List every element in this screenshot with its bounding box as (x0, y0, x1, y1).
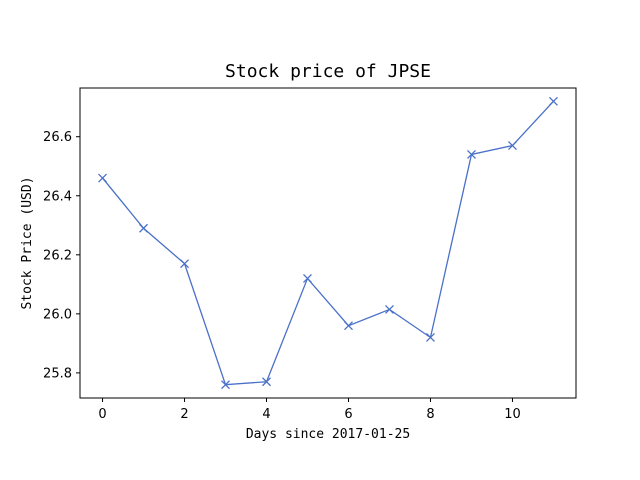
chart-title: Stock price of JPSE (225, 61, 431, 82)
x-tick-label: 6 (344, 407, 352, 422)
data-point-marker (467, 149, 476, 159)
x-tick-label: 10 (504, 407, 521, 422)
y-tick-label: 26.4 (43, 189, 72, 204)
x-tick-label: 2 (180, 407, 188, 422)
y-axis-label: Stock Price (USD) (20, 176, 35, 309)
y-tick-label: 25.8 (43, 366, 72, 381)
x-tick-label: 0 (98, 407, 106, 422)
data-point-marker (508, 141, 517, 151)
x-axis-label: Days since 2017-01-25 (246, 427, 410, 442)
data-point-marker (139, 223, 148, 233)
x-tick-label: 4 (262, 407, 270, 422)
data-point-marker (385, 304, 394, 314)
data-point-marker (426, 333, 435, 342)
data-point-marker (221, 380, 230, 390)
data-point-marker (303, 273, 312, 283)
data-point-marker (262, 377, 271, 387)
y-tick-label: 26.6 (43, 130, 72, 145)
axes-frame (79, 87, 577, 399)
y-tick-label: 26.2 (43, 248, 72, 263)
data-point-marker (548, 96, 558, 106)
x-tick-label: 8 (426, 407, 434, 422)
series-line (102, 100, 554, 386)
plot-area: 0 2 4 6 8 10 25.8 26.0 26.2 26.4 26.6 (43, 87, 577, 422)
data-point-marker (180, 259, 189, 269)
data-point-marker (98, 173, 108, 183)
data-point-marker (344, 321, 353, 331)
y-tick-label: 26.0 (43, 307, 72, 322)
